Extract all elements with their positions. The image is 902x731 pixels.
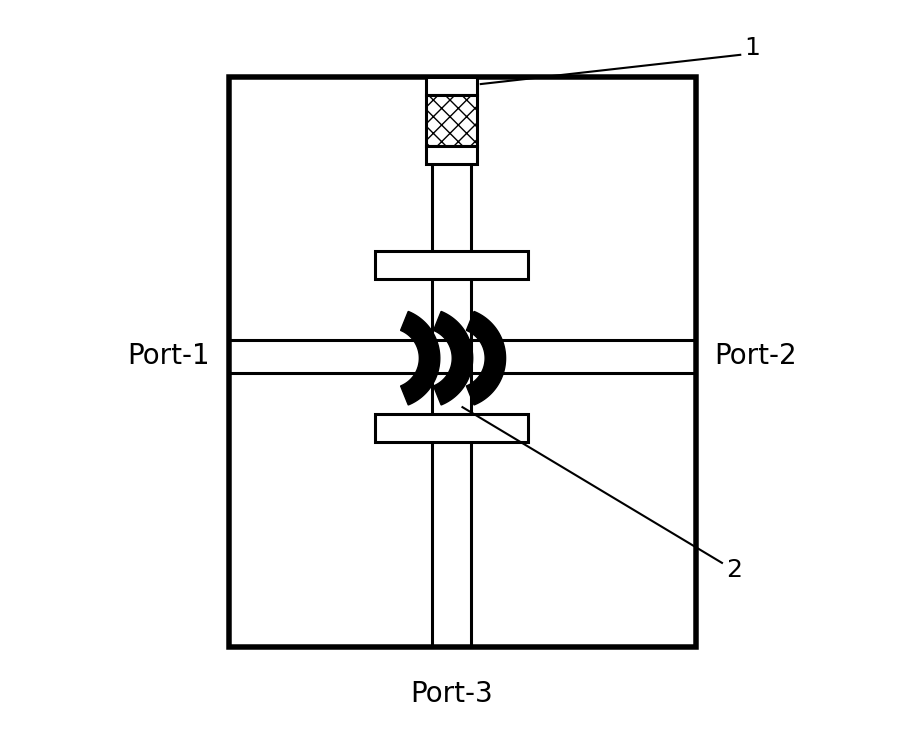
Text: Port-2: Port-2 — [713, 342, 796, 371]
Text: Port-3: Port-3 — [410, 681, 492, 708]
Polygon shape — [400, 311, 439, 405]
Bar — [426, 146, 476, 164]
Text: 1: 1 — [743, 36, 759, 59]
Polygon shape — [465, 311, 505, 405]
Bar — [426, 95, 476, 146]
Text: Port-1: Port-1 — [127, 342, 210, 371]
Bar — [426, 77, 476, 95]
Bar — [228, 77, 695, 647]
Bar — [374, 251, 528, 279]
Polygon shape — [433, 311, 472, 405]
Bar — [426, 95, 476, 146]
Text: 2: 2 — [725, 558, 741, 582]
Bar — [374, 414, 528, 442]
